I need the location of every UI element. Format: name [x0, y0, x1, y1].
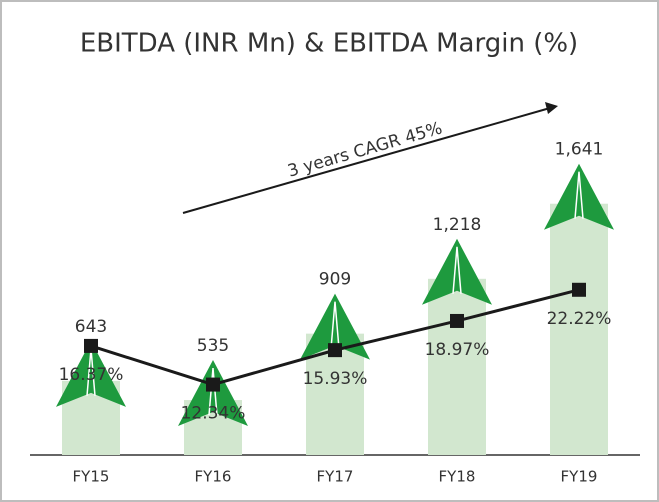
- data-label: 16.37%: [59, 365, 124, 385]
- x-tick-label: FY18: [439, 468, 476, 486]
- line-marker: [206, 377, 220, 392]
- bar-head: [178, 360, 248, 427]
- bar-head-fold: [574, 171, 584, 219]
- bar-head: [544, 163, 614, 230]
- data-label: 12.34%: [181, 404, 246, 424]
- line-marker: [572, 282, 586, 297]
- bar-head-fold: [330, 301, 340, 349]
- bar-head: [56, 340, 126, 407]
- data-label: 15.93%: [303, 369, 368, 389]
- bar-head: [422, 238, 492, 305]
- bar-head: [300, 293, 370, 360]
- cagr-arrow: [182, 107, 551, 214]
- data-label: 643: [75, 317, 107, 337]
- x-tick-label: FY19: [561, 468, 598, 486]
- data-label: 18.97%: [425, 340, 490, 360]
- data-label: 1,641: [555, 140, 604, 160]
- x-tick-label: FY16: [195, 468, 232, 486]
- x-tick-label: FY17: [317, 468, 354, 486]
- line-marker: [450, 313, 464, 328]
- line-marker: [84, 338, 98, 353]
- x-tick-label: FY15: [73, 468, 110, 486]
- data-label: 535: [197, 336, 229, 356]
- data-label: 909: [319, 270, 351, 290]
- bar: [428, 278, 486, 455]
- data-label: 22.22%: [547, 309, 612, 329]
- bar-head-fold: [452, 246, 462, 294]
- data-label: 1,218: [433, 215, 482, 235]
- cagr-arrow-head: [545, 102, 558, 114]
- line-marker: [328, 343, 342, 358]
- bar-head-fold: [208, 367, 218, 416]
- bar: [550, 203, 608, 455]
- chart-title: EBITDA (INR Mn) & EBITDA Margin (%): [80, 29, 578, 59]
